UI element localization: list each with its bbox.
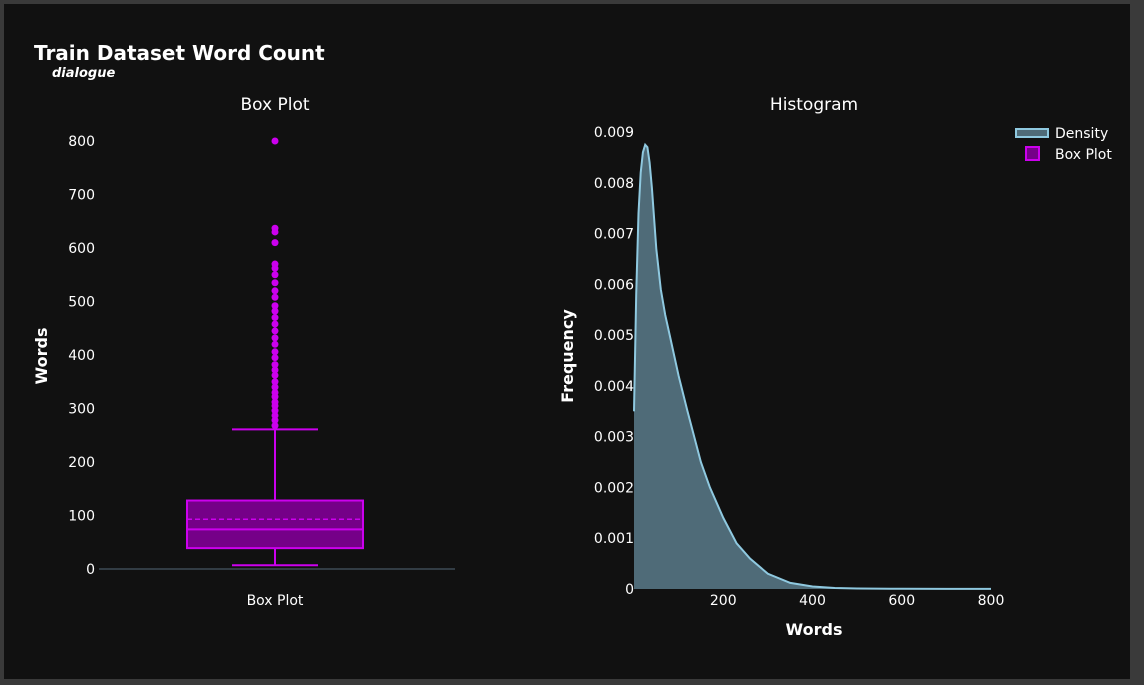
legend-label-box: Box Plot	[1055, 147, 1112, 163]
hist-x-tick-label: 600	[888, 593, 915, 609]
box-outlier-point	[271, 366, 279, 374]
box-outlier-point	[271, 224, 279, 232]
box-outlier-point	[271, 388, 279, 396]
box-y-axis-title: Words	[32, 328, 51, 385]
hist-y-ticks: 0 0.001 0.002 0.003 0.004 0.005 0.006 0.007 0.00…	[594, 125, 634, 598]
box-outlier-point	[271, 334, 279, 342]
hist-y-axis-title: Frequency	[558, 309, 577, 403]
box-y-tick-label: 800	[68, 134, 95, 150]
histogram-title: Histogram	[770, 95, 858, 115]
box-outlier-point	[271, 279, 279, 287]
box-outlier-point	[271, 307, 279, 315]
hist-y-tick-label: 0.006	[594, 277, 634, 293]
box-y-tick-label: 600	[68, 241, 95, 257]
box-outlier-point	[271, 239, 279, 247]
box-x-tick-label: Box Plot	[247, 593, 304, 609]
box-outlier-point	[271, 361, 279, 369]
hist-y-tick-label: 0.003	[594, 430, 634, 446]
hist-y-tick-label: 0.002	[594, 480, 634, 496]
hist-y-tick-label: 0.004	[594, 379, 634, 395]
figure-frame: Train Dataset Word Count dialogue Box Pl…	[4, 4, 1130, 679]
box-plot-series[interactable]	[186, 137, 364, 567]
box-outlier-point	[271, 340, 279, 348]
legend-swatch-box	[1025, 146, 1040, 161]
box-outlier-point	[271, 293, 279, 301]
box-y-tick-label: 100	[68, 509, 95, 525]
box-outlier-point	[271, 327, 279, 335]
box-y-tick-label: 500	[68, 295, 95, 311]
hist-x-ticks: 200 400 600 800	[710, 593, 1004, 609]
box-y-tick-label: 700	[68, 188, 95, 204]
box-y-tick-label: 200	[68, 455, 95, 471]
box-outlier-point	[271, 383, 279, 391]
legend-swatch-density	[1015, 128, 1049, 138]
box-outlier-point	[271, 314, 279, 322]
box-outlier-point	[271, 411, 279, 419]
density-area	[634, 144, 991, 589]
box-y-ticks: 0 100 200 300 400 500 600 700 800	[68, 134, 95, 578]
box-outlier-point	[271, 320, 279, 328]
box-outlier-point	[271, 354, 279, 362]
box-outlier-point	[271, 422, 279, 430]
box-y-tick-label: 400	[68, 348, 95, 364]
legend: Density Box Plot	[1015, 126, 1112, 163]
legend-item-box[interactable]: Box Plot	[1025, 146, 1112, 163]
box-outlier-point	[271, 398, 279, 406]
hist-y-tick-label: 0	[625, 582, 634, 598]
box-outlier-point	[271, 260, 279, 268]
hist-y-tick-label: 0.007	[594, 227, 634, 243]
figure-subtitle: dialogue	[52, 66, 115, 81]
box-iqr	[186, 499, 364, 550]
hist-y-tick-label: 0.001	[594, 531, 634, 547]
box-outlier-point	[271, 371, 279, 379]
box-outlier-point	[271, 407, 279, 415]
box-outlier-point	[271, 348, 279, 356]
box-outlier-point	[271, 287, 279, 295]
figure-title: Train Dataset Word Count	[34, 41, 325, 65]
box-outlier-point	[271, 378, 279, 386]
box-outlier-point	[271, 137, 279, 145]
density-series[interactable]	[633, 142, 991, 590]
density-line	[633, 142, 991, 590]
box-plot-title: Box Plot	[240, 95, 309, 115]
box-outlier-point	[271, 271, 279, 279]
hist-x-tick-label: 800	[978, 593, 1005, 609]
box-outlier-point	[271, 416, 279, 424]
hist-y-tick-label: 0.008	[594, 176, 634, 192]
figure-svg: Train Dataset Word Count dialogue Box Pl…	[32, 41, 1112, 639]
legend-item-density[interactable]: Density	[1015, 126, 1108, 142]
hist-x-axis-title: Words	[786, 620, 843, 639]
hist-x-tick-label: 400	[799, 593, 826, 609]
legend-label-density: Density	[1055, 126, 1108, 142]
box-outlier-point	[271, 302, 279, 310]
box-y-tick-label: 300	[68, 402, 95, 418]
box-y-tick-label: 0	[86, 562, 95, 578]
hist-x-tick-label: 200	[710, 593, 737, 609]
hist-y-tick-label: 0.009	[594, 125, 634, 141]
hist-y-tick-label: 0.005	[594, 328, 634, 344]
